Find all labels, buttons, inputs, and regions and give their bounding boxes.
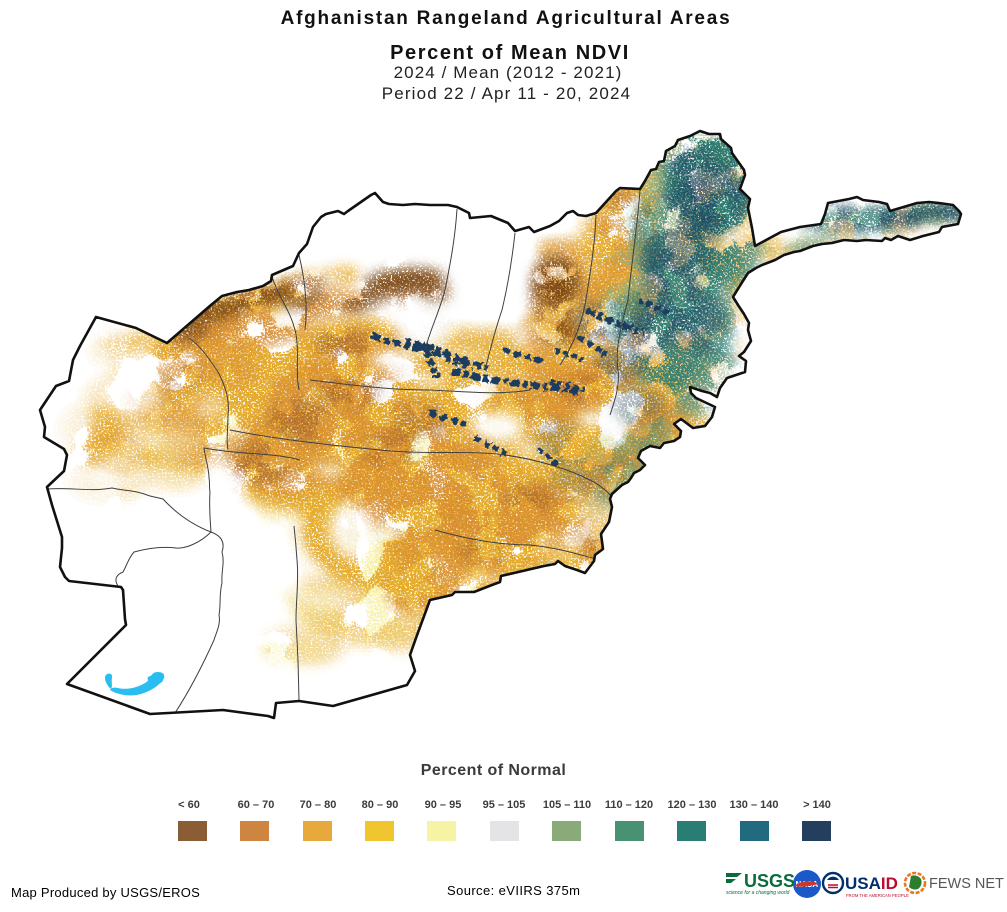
svg-text:FROM THE AMERICAN PEOPLE: FROM THE AMERICAN PEOPLE <box>846 893 909 898</box>
svg-text:science for a changing world: science for a changing world <box>726 890 790 896</box>
svg-text:FEWS NET: FEWS NET <box>929 876 1004 892</box>
svg-text:USAID: USAID <box>845 874 898 893</box>
svg-text:USGS: USGS <box>744 871 795 891</box>
